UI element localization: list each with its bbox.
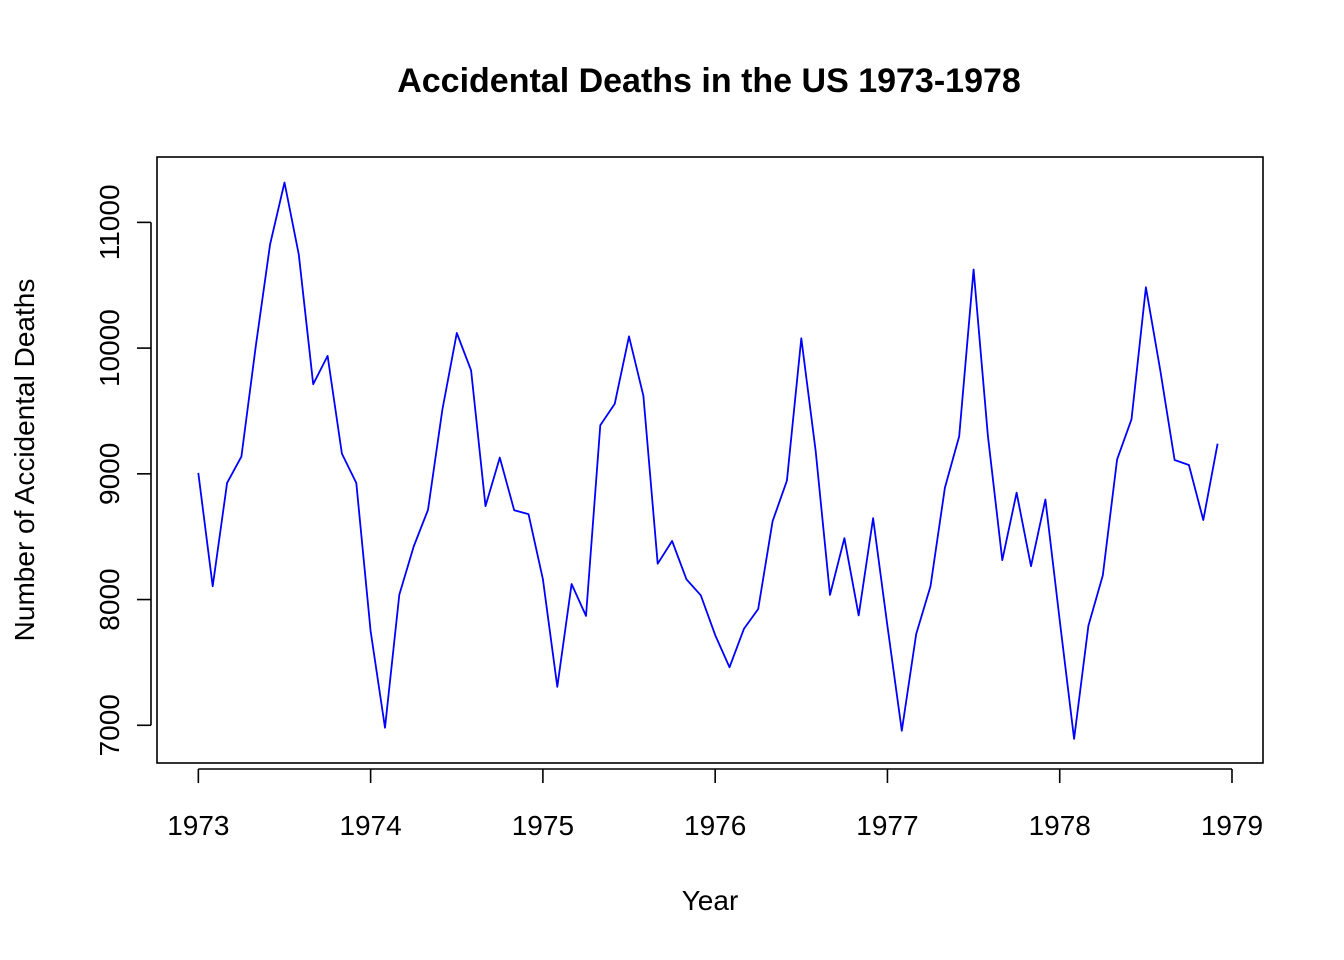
series-line xyxy=(197,181,1219,740)
y-axis: 7000 8000 9000 10000 11000 xyxy=(94,184,152,756)
x-tick-label: 1977 xyxy=(856,810,918,841)
y-axis-label: Number of Accidental Deaths xyxy=(9,279,40,642)
y-tick-label: 8000 xyxy=(94,568,125,630)
x-tick-label: 1979 xyxy=(1201,810,1263,841)
x-tick-label: 1978 xyxy=(1029,810,1091,841)
x-tick-label: 1974 xyxy=(339,810,401,841)
y-tick-label: 9000 xyxy=(94,443,125,505)
x-tick-label: 1973 xyxy=(167,810,229,841)
plot-frame xyxy=(156,156,1264,764)
chart-title: Accidental Deaths in the US 1973-1978 xyxy=(397,62,1021,100)
x-axis: 1973 1974 1975 1976 1977 1978 1979 xyxy=(167,768,1263,841)
y-tick-label: 11000 xyxy=(94,184,125,260)
x-axis-label: Year xyxy=(682,885,739,916)
y-tick-label: 7000 xyxy=(94,694,125,756)
x-tick-label: 1975 xyxy=(512,810,574,841)
y-tick-label: 10000 xyxy=(94,309,125,387)
x-tick-label: 1976 xyxy=(684,810,746,841)
